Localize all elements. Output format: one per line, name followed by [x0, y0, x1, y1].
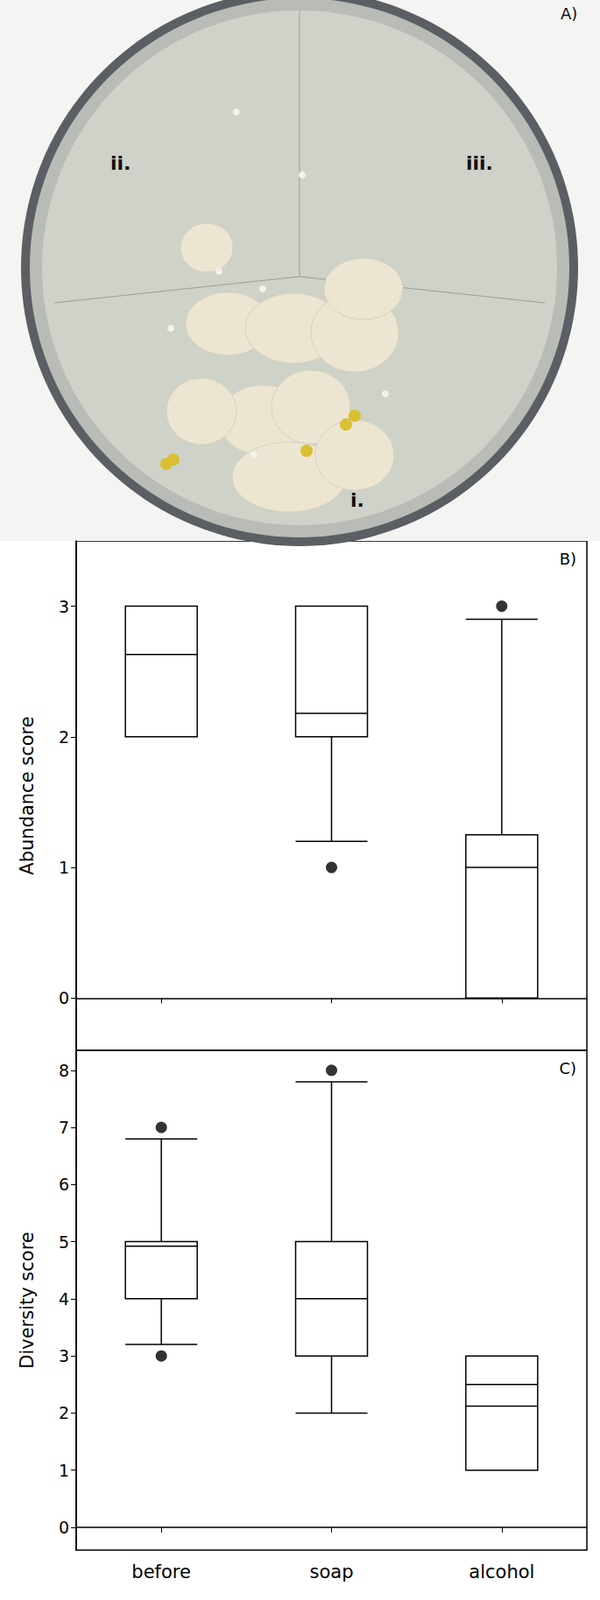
- svg-text:Diversity score: Diversity score: [16, 1232, 38, 1370]
- svg-text:i.: i.: [350, 489, 365, 512]
- svg-text:3: 3: [58, 597, 70, 617]
- svg-text:C): C): [558, 1059, 577, 1079]
- svg-text:6: 6: [58, 1175, 70, 1195]
- svg-text:before: before: [131, 1562, 191, 1584]
- svg-text:alcohol: alcohol: [468, 1562, 535, 1584]
- svg-text:8: 8: [58, 1061, 70, 1081]
- svg-text:3: 3: [58, 1347, 70, 1367]
- svg-text:2: 2: [58, 727, 70, 748]
- svg-text:Abundance score: Abundance score: [16, 716, 38, 876]
- svg-text:5: 5: [58, 1233, 70, 1253]
- svg-text:4: 4: [58, 1290, 70, 1310]
- svg-text:7: 7: [58, 1118, 70, 1138]
- svg-text:2: 2: [58, 1404, 70, 1424]
- svg-text:1: 1: [58, 1461, 70, 1482]
- svg-text:soap: soap: [310, 1562, 354, 1584]
- svg-text:ii.: ii.: [110, 152, 131, 175]
- svg-text:0: 0: [58, 1518, 70, 1539]
- svg-text:1: 1: [58, 858, 70, 878]
- svg-text:iii.: iii.: [465, 152, 494, 175]
- svg-text:0: 0: [58, 988, 70, 1009]
- svg-text:B): B): [559, 550, 577, 569]
- svg-text:A): A): [560, 4, 578, 23]
